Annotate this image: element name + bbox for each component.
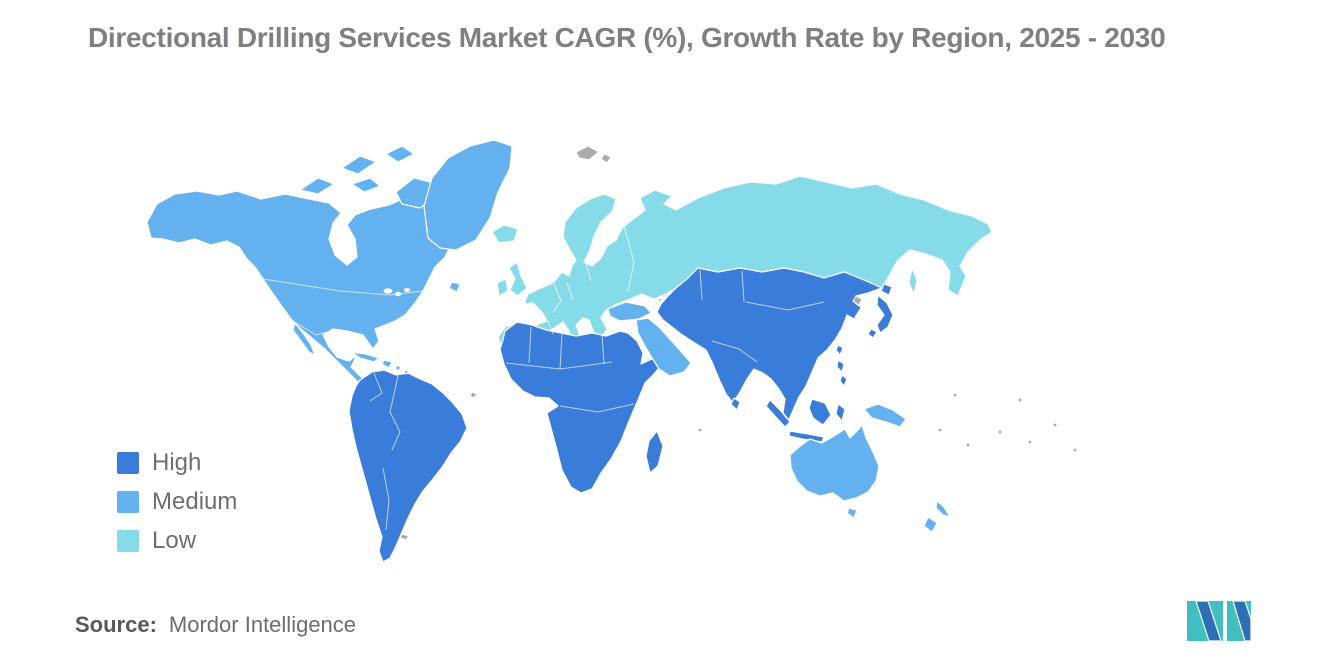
legend-label-low: Low bbox=[152, 526, 197, 554]
region-philippines bbox=[836, 359, 848, 387]
legend-swatch-low bbox=[117, 529, 139, 552]
legend-item-low: Low bbox=[117, 526, 237, 554]
logo-left-diagonal bbox=[1195, 601, 1222, 641]
legend: High Medium Low bbox=[117, 448, 238, 568]
mordor-intelligence-logo bbox=[1187, 601, 1251, 641]
legend-swatch-medium bbox=[117, 490, 139, 513]
legend-swatch-high bbox=[117, 451, 139, 474]
region-japan bbox=[867, 283, 894, 339]
region-south-america bbox=[348, 369, 468, 563]
source-label: Source: bbox=[75, 612, 157, 637]
region-europe-russia bbox=[497, 175, 993, 359]
country-borders bbox=[262, 225, 825, 531]
region-iceland bbox=[491, 224, 519, 244]
legend-label-high: High bbox=[152, 448, 202, 476]
legend-item-high: High bbox=[117, 448, 237, 476]
region-africa bbox=[499, 321, 665, 494]
region-madagascar bbox=[645, 430, 664, 474]
region-uk-ireland bbox=[496, 261, 528, 297]
region-sri-lanka bbox=[730, 397, 741, 411]
region-north-america bbox=[146, 190, 452, 386]
region-new-guinea bbox=[863, 403, 907, 428]
source-line: Source: Mordor Intelligence bbox=[75, 612, 356, 638]
region-taiwan bbox=[835, 344, 844, 356]
region-sakhalin bbox=[908, 267, 918, 295]
region-newfoundland bbox=[448, 281, 461, 293]
region-turkey bbox=[607, 301, 652, 322]
region-baja-california bbox=[292, 322, 316, 356]
page-title: Directional Drilling Services Market CAG… bbox=[88, 22, 1166, 53]
region-caribbean bbox=[351, 351, 409, 375]
region-new-zealand bbox=[923, 500, 951, 533]
region-asia bbox=[656, 267, 883, 421]
legend-item-medium: Medium bbox=[117, 487, 238, 515]
region-arctic-islands bbox=[299, 145, 437, 209]
legend-label-medium: Medium bbox=[152, 487, 238, 515]
region-middle-east bbox=[635, 317, 692, 377]
logo-right-diagonal bbox=[1232, 601, 1251, 641]
source-value: Mordor Intelligence bbox=[168, 612, 357, 637]
region-no-data bbox=[399, 145, 1078, 541]
region-greenland bbox=[423, 139, 513, 251]
region-australia bbox=[789, 424, 880, 519]
